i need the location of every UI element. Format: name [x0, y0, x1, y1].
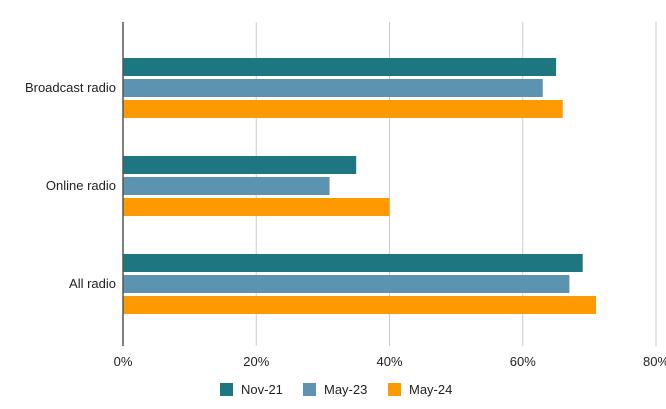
bar-may-23-broadcast-radio	[123, 79, 543, 97]
legend-swatch	[388, 383, 401, 396]
legend-item-nov-21: Nov-21	[220, 382, 283, 397]
x-tick-label: 0%	[114, 354, 133, 369]
legend-item-may-24: May-24	[388, 382, 452, 397]
bar-may-24-all-radio	[123, 296, 597, 314]
legend-label: May-23	[324, 382, 367, 397]
x-tick-label: 80%	[643, 354, 666, 369]
x-tick-label: 60%	[510, 354, 536, 369]
legend-swatch	[220, 383, 233, 396]
category-label: Online radio	[46, 178, 116, 193]
bar-may-23-online-radio	[123, 177, 330, 195]
x-tick-label: 40%	[376, 354, 402, 369]
legend-item-may-23: May-23	[303, 382, 367, 397]
bar-nov-21-broadcast-radio	[123, 58, 557, 76]
legend-label: May-24	[409, 382, 452, 397]
bars	[123, 58, 597, 314]
category-label: Broadcast radio	[25, 80, 116, 95]
bar-may-23-all-radio	[123, 275, 570, 293]
legend-label: Nov-21	[241, 382, 283, 397]
category-label: All radio	[69, 276, 116, 291]
legend-swatch	[303, 383, 316, 396]
bar-nov-21-online-radio	[123, 156, 357, 174]
bar-may-24-online-radio	[123, 198, 390, 216]
category-labels: Broadcast radio Online radio All radio	[25, 80, 116, 291]
bar-may-24-broadcast-radio	[123, 100, 563, 118]
bar-nov-21-all-radio	[123, 254, 583, 272]
legend: Nov-21 May-23 May-24	[220, 382, 452, 397]
x-tick-label: 20%	[243, 354, 269, 369]
x-tick-labels: 0% 20% 40% 60% 80%	[114, 354, 666, 369]
